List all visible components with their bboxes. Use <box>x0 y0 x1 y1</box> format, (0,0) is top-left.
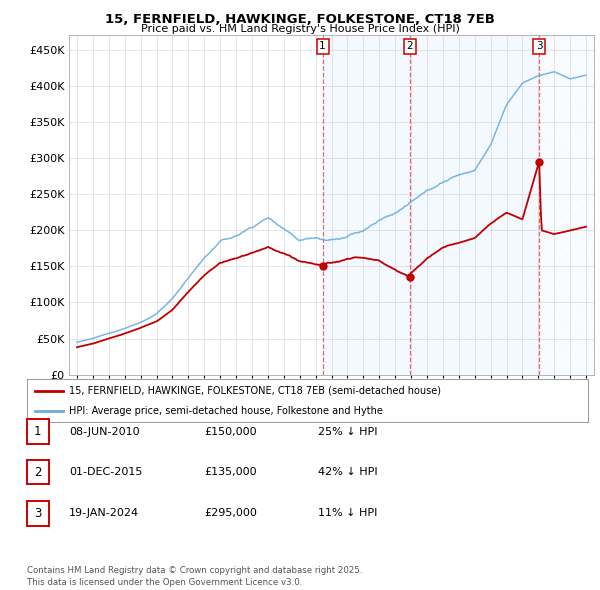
Text: 2: 2 <box>406 41 413 51</box>
Text: HPI: Average price, semi-detached house, Folkestone and Hythe: HPI: Average price, semi-detached house,… <box>69 407 383 416</box>
Text: 1: 1 <box>319 41 326 51</box>
Text: 08-JUN-2010: 08-JUN-2010 <box>69 427 140 437</box>
Text: 19-JAN-2024: 19-JAN-2024 <box>69 509 139 518</box>
Text: 2: 2 <box>34 466 41 478</box>
Text: 15, FERNFIELD, HAWKINGE, FOLKESTONE, CT18 7EB (semi-detached house): 15, FERNFIELD, HAWKINGE, FOLKESTONE, CT1… <box>69 386 441 396</box>
Text: 42% ↓ HPI: 42% ↓ HPI <box>318 467 377 477</box>
Text: 3: 3 <box>34 507 41 520</box>
Text: 3: 3 <box>536 41 542 51</box>
Bar <box>539 35 594 375</box>
Text: 25% ↓ HPI: 25% ↓ HPI <box>318 427 377 437</box>
Text: Price paid vs. HM Land Registry's House Price Index (HPI): Price paid vs. HM Land Registry's House … <box>140 24 460 34</box>
Text: 01-DEC-2015: 01-DEC-2015 <box>69 467 142 477</box>
Text: 1: 1 <box>34 425 41 438</box>
Text: 11% ↓ HPI: 11% ↓ HPI <box>318 509 377 518</box>
Text: £150,000: £150,000 <box>204 427 257 437</box>
Text: £295,000: £295,000 <box>204 509 257 518</box>
Bar <box>323 35 410 375</box>
Text: 15, FERNFIELD, HAWKINGE, FOLKESTONE, CT18 7EB: 15, FERNFIELD, HAWKINGE, FOLKESTONE, CT1… <box>105 13 495 26</box>
Bar <box>410 35 539 375</box>
Text: £135,000: £135,000 <box>204 467 257 477</box>
Text: Contains HM Land Registry data © Crown copyright and database right 2025.
This d: Contains HM Land Registry data © Crown c… <box>27 566 362 587</box>
